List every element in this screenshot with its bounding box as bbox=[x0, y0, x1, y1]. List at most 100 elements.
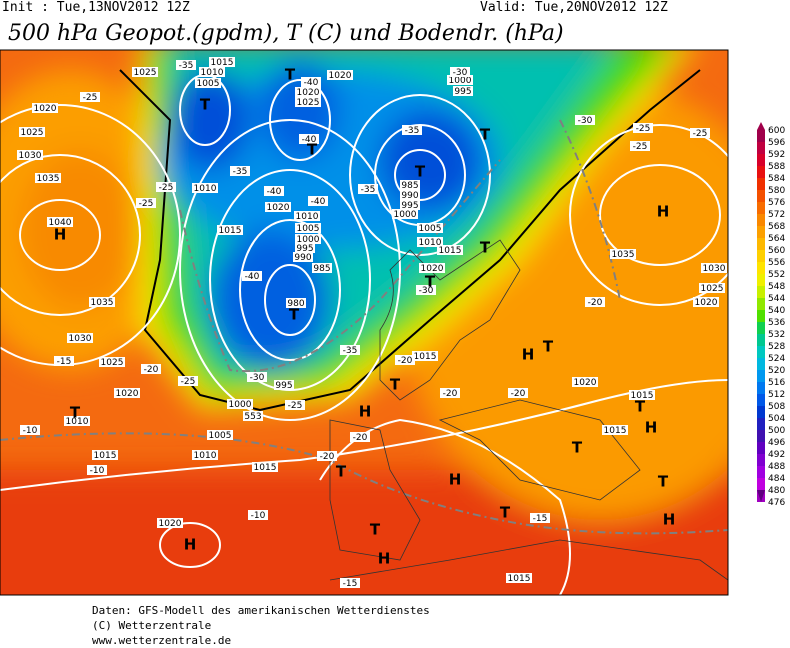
contour-label: 1000 bbox=[297, 235, 320, 245]
contour-label: 995 bbox=[454, 87, 471, 97]
contour-label: 1000 bbox=[449, 76, 472, 86]
colorbar-swatch bbox=[757, 178, 765, 190]
contour-label: 1020 bbox=[159, 519, 182, 529]
colorbar-label: 516 bbox=[768, 378, 785, 388]
label-bg bbox=[358, 184, 378, 194]
contour-label: 1020 bbox=[116, 389, 139, 399]
colorbar-label: 528 bbox=[768, 342, 785, 352]
pressure-center: T bbox=[289, 306, 300, 324]
colorbar-swatch bbox=[757, 358, 765, 370]
label-bg bbox=[417, 237, 443, 247]
contour-label: 1020 bbox=[695, 298, 718, 308]
pressure-center: H bbox=[522, 346, 535, 364]
label-bg bbox=[295, 243, 315, 253]
pressure-center: T bbox=[543, 338, 554, 356]
label-bg bbox=[92, 450, 118, 460]
label-bg bbox=[67, 333, 93, 343]
contour-label: 1005 bbox=[419, 224, 442, 234]
colorbar-label: 600 bbox=[768, 126, 785, 136]
label-bg bbox=[301, 77, 321, 87]
label-bg bbox=[207, 430, 233, 440]
colorbar-swatch bbox=[757, 202, 765, 214]
label-bg bbox=[80, 92, 100, 102]
label-bg bbox=[217, 225, 243, 235]
pressure-center: T bbox=[480, 126, 491, 144]
contour-label: -20 bbox=[443, 389, 458, 399]
contour-label: -20 bbox=[353, 433, 368, 443]
contour-label: 1020 bbox=[574, 378, 597, 388]
label-bg bbox=[295, 234, 321, 244]
contour-label: -40 bbox=[245, 272, 260, 282]
contour-label: 1000 bbox=[229, 400, 252, 410]
contour-label: 1035 bbox=[37, 174, 60, 184]
contour-label: 1010 bbox=[194, 184, 217, 194]
colorbar-swatch bbox=[757, 346, 765, 358]
label-bg bbox=[247, 372, 267, 382]
label-bg bbox=[327, 70, 353, 80]
label-bg bbox=[264, 186, 284, 196]
label-bg bbox=[294, 211, 320, 221]
colorbar-swatch bbox=[757, 238, 765, 250]
label-bg bbox=[699, 283, 725, 293]
contour-label: -20 bbox=[398, 356, 413, 366]
colorbar-cap bbox=[757, 122, 765, 130]
pressure-center: T bbox=[370, 521, 381, 539]
contour-label: 1025 bbox=[101, 358, 124, 368]
label-bg bbox=[416, 285, 436, 295]
contour-label: 1015 bbox=[94, 451, 117, 461]
contour-label: 1040 bbox=[49, 218, 72, 228]
contour-label: -25 bbox=[633, 142, 648, 152]
label-bg bbox=[440, 388, 460, 398]
label-bg bbox=[395, 355, 415, 365]
label-bg bbox=[610, 249, 636, 259]
label-bg bbox=[195, 78, 221, 88]
contour-label: 995 bbox=[401, 201, 418, 211]
label-bg bbox=[136, 198, 156, 208]
label-bg bbox=[400, 190, 420, 200]
label-bg bbox=[178, 376, 198, 386]
label-bg bbox=[89, 297, 115, 307]
colorbar-label: 476 bbox=[768, 498, 785, 508]
label-bg bbox=[437, 245, 463, 255]
label-bg bbox=[312, 263, 332, 273]
contour-label: 1015 bbox=[604, 426, 627, 436]
contour-label: 1035 bbox=[612, 250, 635, 260]
colorbar-swatch bbox=[757, 310, 765, 322]
contour-label: -25 bbox=[139, 199, 154, 209]
label-bg bbox=[209, 57, 235, 67]
contour-label: -35 bbox=[361, 185, 376, 195]
contour-label: -30 bbox=[578, 116, 593, 126]
contour-label: 990 bbox=[294, 253, 311, 263]
label-bg bbox=[575, 115, 595, 125]
label-bg bbox=[20, 425, 40, 435]
colorbar-swatch bbox=[757, 466, 765, 478]
colorbar-swatch bbox=[757, 226, 765, 238]
colorbar-label: 540 bbox=[768, 306, 785, 316]
valid-text: Valid: Tue,20NOV2012 12Z bbox=[480, 0, 668, 15]
contour-label: -20 bbox=[588, 298, 603, 308]
contour-label: 1015 bbox=[414, 352, 437, 362]
colorbar-label: 556 bbox=[768, 258, 785, 268]
colorbar-swatch bbox=[757, 166, 765, 178]
colorbar-swatch bbox=[757, 298, 765, 310]
label-bg bbox=[450, 67, 470, 77]
label-bg bbox=[87, 465, 107, 475]
colorbar-label: 524 bbox=[768, 354, 785, 364]
colorbar-swatch bbox=[757, 190, 765, 202]
footer-line: (C) Wetterzentrale bbox=[92, 619, 211, 632]
colorbar-label: 480 bbox=[768, 486, 785, 496]
contour-label: 1030 bbox=[19, 151, 42, 161]
contour-label: -15 bbox=[533, 514, 548, 524]
colorbar-label: 500 bbox=[768, 426, 785, 436]
contour-label: -30 bbox=[250, 373, 265, 383]
contour-label: 1020 bbox=[297, 88, 320, 98]
contour-label: 1025 bbox=[134, 68, 157, 78]
label-bg bbox=[157, 518, 183, 528]
label-bg bbox=[530, 513, 550, 523]
contour-label: 1005 bbox=[297, 224, 320, 234]
pressure-center: H bbox=[449, 471, 462, 489]
colorbar-cap bbox=[757, 490, 765, 502]
pressure-center: T bbox=[200, 96, 211, 114]
contour-label: 1015 bbox=[508, 574, 531, 584]
